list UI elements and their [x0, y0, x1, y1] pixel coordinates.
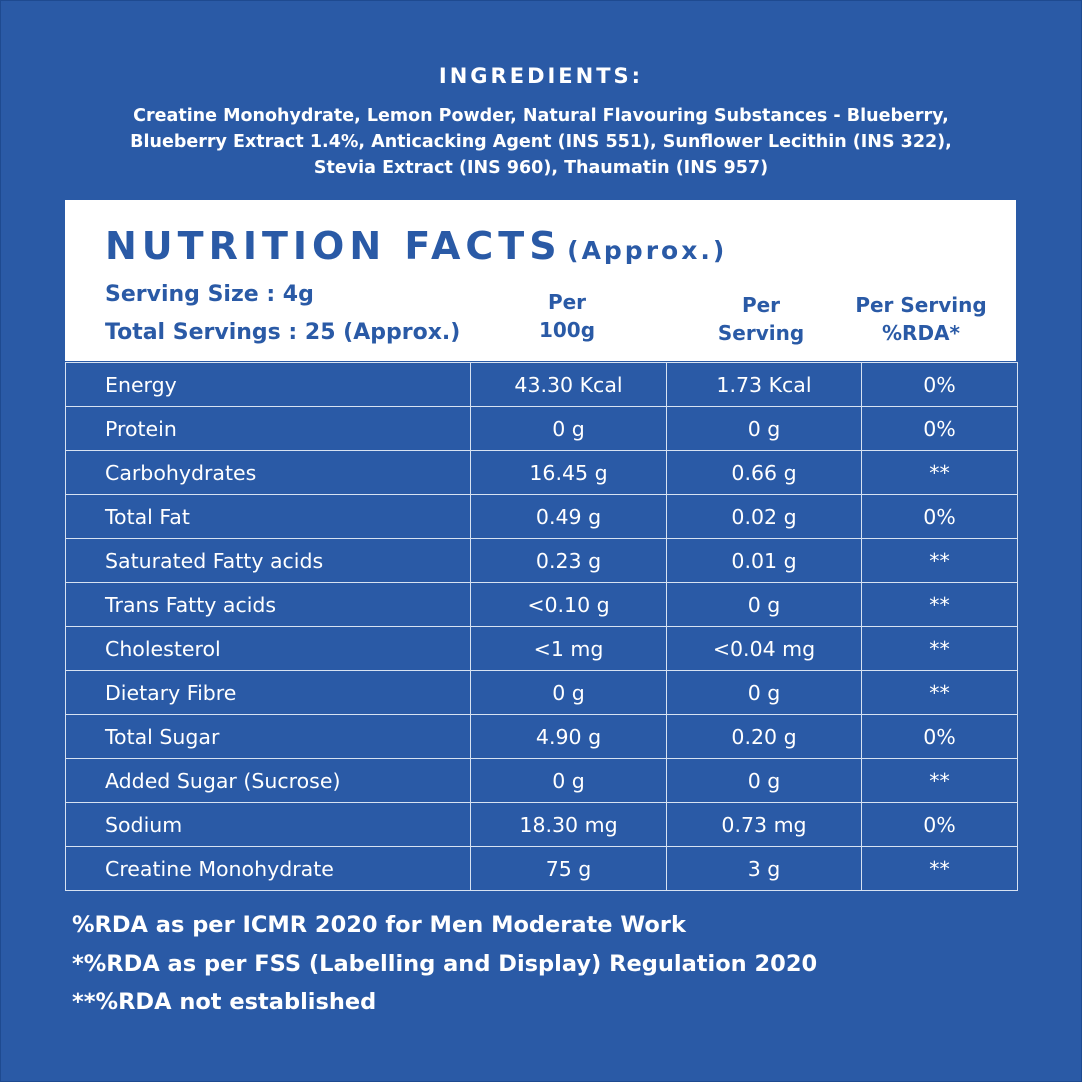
table-row: Total Sugar 4.90 g 0.20 g 0%: [65, 714, 1018, 759]
nutrition-title-suffix: (Approx.): [567, 236, 728, 265]
total-servings: Total Servings : 25 (Approx.): [105, 320, 461, 345]
per-100g-cell: 0.23 g: [470, 538, 667, 583]
per-serving-cell: 1.73 Kcal: [666, 362, 862, 407]
nutrient-name-cell: Dietary Fibre: [65, 670, 471, 715]
per-serving-cell: 0.20 g: [666, 714, 862, 759]
per-serving-cell: 0 g: [666, 582, 862, 627]
nutrition-title-main: NUTRITION FACTS: [105, 224, 562, 268]
per-100g-cell: 18.30 mg: [470, 802, 667, 847]
table-row: Carbohydrates 16.45 g 0.66 g **: [65, 450, 1018, 495]
rda-cell: 0%: [861, 362, 1018, 407]
nutrient-name-cell: Cholesterol: [65, 626, 471, 671]
rda-cell: 0%: [861, 494, 1018, 539]
ingredients-line: Blueberry Extract 1.4%, Anticacking Agen…: [130, 132, 952, 152]
per-100g-cell: <1 mg: [470, 626, 667, 671]
column-header-per-100g: Per 100g: [538, 290, 596, 342]
per-serving-cell: 0 g: [666, 406, 862, 451]
rda-cell: **: [861, 626, 1018, 671]
rda-cell: 0%: [861, 714, 1018, 759]
nutrient-name-cell: Energy: [65, 362, 471, 407]
ingredients-text: Creatine Monohydrate, Lemon Powder, Natu…: [60, 103, 1022, 181]
nutrient-name-cell: Saturated Fatty acids: [65, 538, 471, 583]
table-row: Total Fat 0.49 g 0.02 g 0%: [65, 494, 1018, 539]
per-serving-cell: 0 g: [666, 758, 862, 803]
per-100g-cell: 75 g: [470, 846, 667, 891]
table-row: Cholesterol <1 mg <0.04 mg **: [65, 626, 1018, 671]
rda-cell: **: [861, 758, 1018, 803]
rda-cell: 0%: [861, 802, 1018, 847]
nutrition-header-panel: NUTRITION FACTS (Approx.) Serving Size :…: [65, 200, 1016, 361]
per-serving-cell: 0.01 g: [666, 538, 862, 583]
rda-cell: **: [861, 450, 1018, 495]
ingredients-line: Stevia Extract (INS 960), Thaumatin (INS…: [313, 158, 769, 178]
nutrient-name-cell: Total Fat: [65, 494, 471, 539]
column-header-per-serving: Per Serving: [717, 293, 805, 345]
per-100g-cell: 0 g: [470, 406, 667, 451]
per-100g-cell: 16.45 g: [470, 450, 667, 495]
per-100g-cell: 0.49 g: [470, 494, 667, 539]
footnote-rda-fss: *%RDA as per FSS (Labelling and Display)…: [72, 950, 818, 977]
table-row: Sodium 18.30 mg 0.73 mg 0%: [65, 802, 1018, 847]
per-serving-cell: 0.73 mg: [666, 802, 862, 847]
rda-cell: **: [861, 582, 1018, 627]
rda-cell: **: [861, 670, 1018, 715]
per-serving-cell: 0 g: [666, 670, 862, 715]
nutrient-name-cell: Sodium: [65, 802, 471, 847]
per-serving-cell: 3 g: [666, 846, 862, 891]
nutrition-facts-title: NUTRITION FACTS (Approx.): [105, 224, 727, 268]
nutrient-name-cell: Trans Fatty acids: [65, 582, 471, 627]
per-100g-cell: 4.90 g: [470, 714, 667, 759]
per-100g-cell: <0.10 g: [470, 582, 667, 627]
table-row: Energy 43.30 Kcal 1.73 Kcal 0%: [65, 362, 1018, 407]
per-serving-cell: 0.66 g: [666, 450, 862, 495]
rda-cell: **: [861, 538, 1018, 583]
footnote-rda-not-established: **%RDA not established: [72, 989, 377, 1015]
per-100g-cell: 43.30 Kcal: [470, 362, 667, 407]
footnote-rda-icmr: %RDA as per ICMR 2020 for Men Moderate W…: [72, 912, 686, 938]
ingredients-title: INGREDIENTS:: [438, 64, 644, 88]
per-100g-cell: 0 g: [470, 670, 667, 715]
nutrient-name-cell: Protein: [65, 406, 471, 451]
per-serving-cell: 0.02 g: [666, 494, 862, 539]
per-100g-cell: 0 g: [470, 758, 667, 803]
column-header-rda: Per Serving %RDA*: [855, 293, 987, 345]
rda-cell: **: [861, 846, 1018, 891]
serving-size: Serving Size : 4g: [105, 282, 314, 307]
footnotes: %RDA as per ICMR 2020 for Men Moderate W…: [72, 906, 817, 1022]
table-row: Saturated Fatty acids 0.23 g 0.01 g **: [65, 538, 1018, 583]
ingredients-line: Creatine Monohydrate, Lemon Powder, Natu…: [133, 106, 949, 126]
rda-cell: 0%: [861, 406, 1018, 451]
nutrient-name-cell: Carbohydrates: [65, 450, 471, 495]
nutrient-name-cell: Creatine Monohydrate: [65, 846, 471, 891]
per-serving-cell: <0.04 mg: [666, 626, 862, 671]
nutrient-name-cell: Total Sugar: [65, 714, 471, 759]
nutrient-name-cell: Added Sugar (Sucrose): [65, 758, 471, 803]
